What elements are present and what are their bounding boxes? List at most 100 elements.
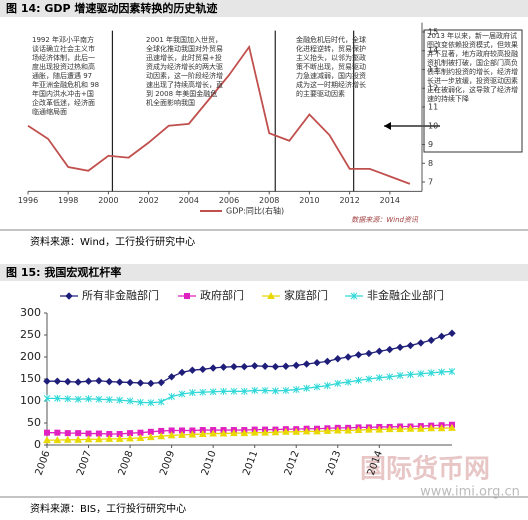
marker [219,429,228,437]
marker [157,378,165,387]
marker [240,362,249,371]
x-tick-label: 2004 [179,196,199,205]
annotation: 1992 年邓小平南方谈话确立社会主义市场经济体制，此后一度出现投资过热和高通胀… [32,36,100,116]
legend-label: 政府部门 [200,288,244,302]
marker [396,343,404,352]
marker [199,388,207,396]
marker [230,362,238,371]
marker [365,349,373,358]
marker [324,382,331,390]
legend-label: 所有非金融部门 [82,288,159,302]
annotation: 金融危机后时代，全球化进程逆转，贸易保护主义抬头，以邻为壑政策不断出现，贸易驱动… [296,36,366,98]
marker [230,387,238,395]
marker [386,373,394,381]
marker [417,424,425,432]
marker [147,433,155,441]
marker [272,387,279,395]
marker [136,379,145,387]
y2-tick-label: 8 [428,159,433,168]
marker [375,425,384,433]
marker [250,362,259,370]
marker [271,362,280,371]
marker [417,370,425,378]
marker [448,423,456,431]
x-tick-label: 2000 [98,196,118,205]
marker [126,434,134,442]
marker [116,396,124,404]
x-tick-label: 2011 [241,449,260,477]
marker [354,425,363,434]
marker [427,369,435,377]
data-line [27,44,411,185]
marker [334,355,342,363]
marker [437,332,446,341]
chart-note: 数据来源：Wind资讯 [351,216,419,224]
y2-tick-label: 10 [428,121,438,130]
marker [448,329,456,337]
marker [168,393,175,401]
marker [427,424,436,432]
marker [64,377,72,386]
marker [385,425,394,433]
marker [267,291,275,299]
marker [64,430,71,437]
marker [313,383,321,391]
marker [53,377,62,385]
marker [178,390,186,398]
y2-tick-label: 14 [428,46,438,55]
x-tick-label: 2010 [200,449,219,477]
marker [365,375,373,383]
marker [437,424,446,432]
marker [147,379,155,388]
marker [282,386,290,394]
marker [54,429,61,436]
marker [323,357,332,366]
y2-tick-label: 13 [428,65,438,74]
marker [209,364,217,372]
marker [188,366,197,374]
marker [105,377,114,386]
marker [126,378,134,387]
marker [75,430,82,437]
marker [209,388,217,396]
x-tick-label: 2007 [75,449,94,477]
marker [282,362,290,370]
marker [406,341,415,350]
y-tick-label: 0 [34,438,41,451]
marker [115,378,124,386]
y2-tick-label: 9 [428,140,433,149]
marker [85,395,92,403]
caption-band [0,264,528,281]
source: 资料来源：BIS，工行投行研究中心 [30,502,186,515]
marker [219,363,228,371]
x-tick-label: 2012 [283,449,302,477]
x-tick-label: 2013 [324,449,343,477]
marker [105,434,114,442]
x-tick-label: 2014 [380,196,400,205]
y2-tick-label: 15 [428,27,438,36]
y2-tick-label: 12 [428,84,438,93]
marker [448,368,456,376]
marker [178,430,186,438]
marker [240,429,249,437]
marker [303,384,310,392]
marker [292,386,300,394]
marker [64,395,72,403]
source: 资料来源：Wind，工行投行研究中心 [30,235,195,248]
marker [209,429,217,437]
y-tick-label: 300 [20,306,41,319]
marker [292,361,300,370]
figure-caption: 图 14: GDP 增速驱动因素转换的历史轨迹 [6,1,217,15]
x-tick-label: 1998 [58,196,78,205]
marker [147,399,155,407]
annotation: 2013 年以来，新一届政府试图改变依赖投资模式，但效果并不显著，地方政府较高投… [427,32,518,103]
marker [344,378,352,386]
x-tick-label: 2006 [34,449,53,477]
marker [271,428,280,436]
arrow-head [384,122,391,130]
marker [136,433,145,441]
marker [427,336,435,344]
data-line [47,424,453,435]
marker [417,339,425,347]
x-tick-label: 2002 [138,196,158,205]
